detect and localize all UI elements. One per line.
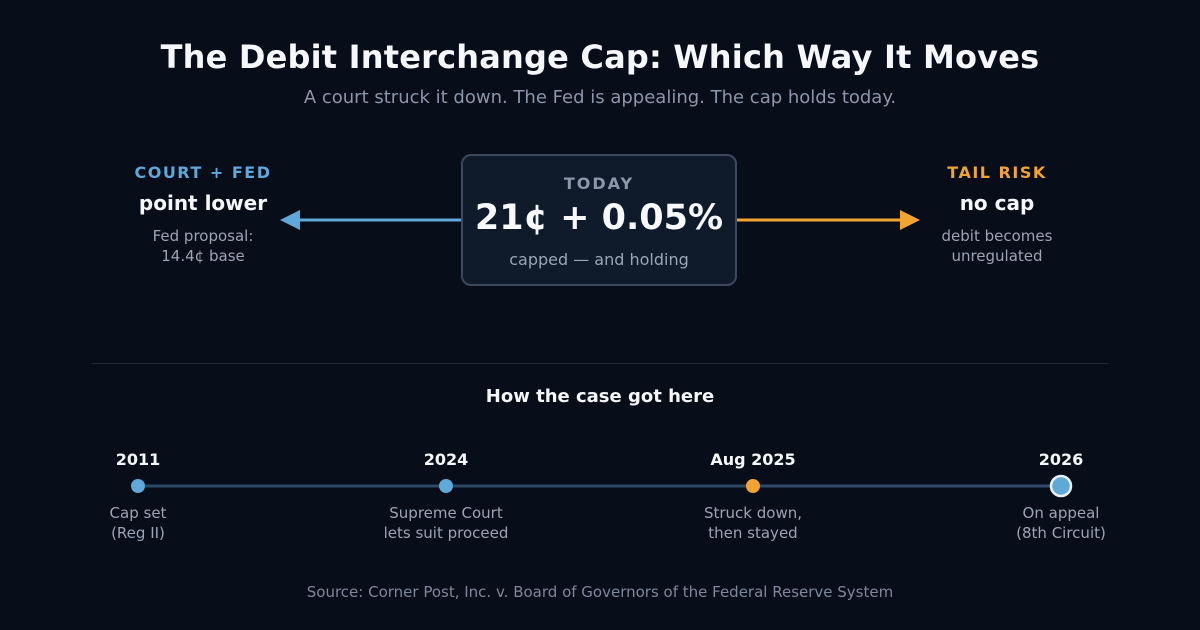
timeline-year: 2024 (423, 450, 469, 469)
section-divider (92, 363, 1108, 364)
right-outcome-note: debit becomes unregulated (887, 226, 1107, 266)
right-arrow-head (900, 210, 920, 230)
left-arrow-head (280, 210, 300, 230)
timeline-event-label-line: (8th Circuit) (1016, 524, 1106, 542)
left-outcome-tag: COURT + FED (134, 163, 272, 182)
timeline-event-label-line: lets suit proceed (383, 524, 509, 542)
right-outcome-headline: no cap (959, 191, 1035, 215)
timeline-year: 2011 (115, 450, 161, 469)
page-title: The Debit Interchange Cap: Which Way It … (160, 38, 1040, 76)
today-tag: TODAY (563, 174, 635, 193)
right-outcome: TAIL RISK no cap debit becomes unregulat… (887, 163, 1107, 266)
timeline-node-aug-2025 (746, 479, 760, 493)
right-outcome-note-line: unregulated (951, 247, 1043, 265)
left-outcome-headline: point lower (138, 191, 268, 215)
timeline-event-label: Supreme Court lets suit proceed (346, 503, 546, 543)
right-outcome-note-line: debit becomes (941, 227, 1053, 245)
timeline-node-2024 (439, 479, 453, 493)
today-cap-value: 21¢ + 0.05% (474, 198, 724, 238)
timeline-title: How the case got here (485, 386, 715, 407)
timeline-event-label: Struck down, then stayed (653, 503, 853, 543)
timeline-event-label-line: Struck down, (703, 504, 803, 522)
left-outcome-note: Fed proposal: 14.4¢ base (93, 226, 313, 266)
left-outcome: COURT + FED point lower Fed proposal: 14… (93, 163, 313, 266)
timeline-event-label-line: On appeal (1022, 504, 1100, 522)
today-note: capped — and holding (509, 250, 689, 269)
timeline-event-label-line: then stayed (708, 524, 798, 542)
timeline-node-2026 (1049, 474, 1073, 498)
today-status-box: TODAY 21¢ + 0.05% capped — and holding (461, 154, 737, 286)
page-subtitle: A court struck it down. The Fed is appea… (303, 87, 897, 108)
timeline-year: 2026 (1038, 450, 1084, 469)
timeline-event-label-line: (Reg II) (111, 524, 165, 542)
timeline-event-label-line: Cap set (109, 504, 167, 522)
timeline-event-label: Cap set (Reg II) (38, 503, 238, 543)
right-outcome-tag: TAIL RISK (947, 163, 1047, 182)
source-note: Source: Corner Post, Inc. v. Board of Go… (306, 583, 894, 601)
timeline-year: Aug 2025 (710, 450, 796, 469)
left-outcome-note-line: 14.4¢ base (161, 247, 245, 265)
timeline-event-label-line: Supreme Court (389, 504, 503, 522)
timeline-event-label: On appeal (8th Circuit) (961, 503, 1161, 543)
left-outcome-note-line: Fed proposal: (152, 227, 254, 245)
timeline-node-2011 (131, 479, 145, 493)
